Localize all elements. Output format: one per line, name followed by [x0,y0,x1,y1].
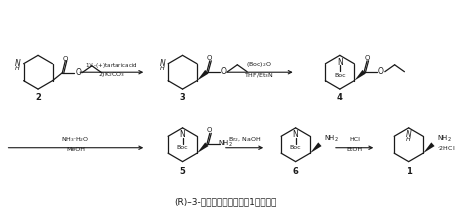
Text: N: N [179,130,185,139]
Text: 4: 4 [337,93,343,101]
Text: Br$_2$, NaOH: Br$_2$, NaOH [228,135,261,144]
Polygon shape [310,142,322,153]
Polygon shape [197,70,208,81]
Text: (R)–3-氨基哆啊双盐酸盐（1）的合成: (R)–3-氨基哆啊双盐酸盐（1）的合成 [174,197,277,206]
Polygon shape [197,142,208,153]
Text: H: H [406,137,411,142]
Text: Boc: Boc [290,145,302,150]
Text: O: O [75,68,81,77]
Text: $\cdot$2HCl: $\cdot$2HCl [437,144,455,152]
Text: O: O [378,67,384,76]
Text: H: H [15,66,20,71]
Text: N: N [293,130,298,139]
Text: O: O [63,56,68,62]
Text: EtOH: EtOH [347,147,363,152]
Text: N: N [159,59,165,68]
Text: THF/Et$_3$N: THF/Et$_3$N [244,71,274,80]
Text: HCl: HCl [349,137,360,142]
Text: N: N [15,59,21,68]
Text: O: O [221,67,226,76]
Text: MeOH: MeOH [66,147,85,152]
Text: O: O [364,55,370,61]
Text: 5: 5 [179,167,185,176]
Text: O: O [207,55,213,61]
Polygon shape [354,70,366,81]
Text: 1)$\it{L}$-(+)tartaricacid: 1)$\it{L}$-(+)tartaricacid [85,61,138,70]
Text: 3: 3 [179,93,185,101]
Text: N: N [337,58,343,67]
Text: (Boc)$_2$O: (Boc)$_2$O [246,60,272,69]
Text: O: O [207,127,213,133]
Text: 2: 2 [35,93,41,101]
Text: NH$_2$: NH$_2$ [218,139,233,149]
Text: Boc: Boc [334,73,346,78]
Text: Boc: Boc [177,145,188,150]
Text: NH$_2$: NH$_2$ [324,134,339,144]
Text: NH$_2$: NH$_2$ [437,134,452,144]
Polygon shape [423,142,435,153]
Text: NH$_3$$\cdot$H$_2$O: NH$_3$$\cdot$H$_2$O [61,135,90,144]
Text: 6: 6 [293,167,298,176]
Text: 1: 1 [406,167,412,176]
Text: H: H [160,66,165,71]
Text: 2)K$_2$CO$_3$: 2)K$_2$CO$_3$ [98,70,125,79]
Text: N: N [406,130,412,139]
